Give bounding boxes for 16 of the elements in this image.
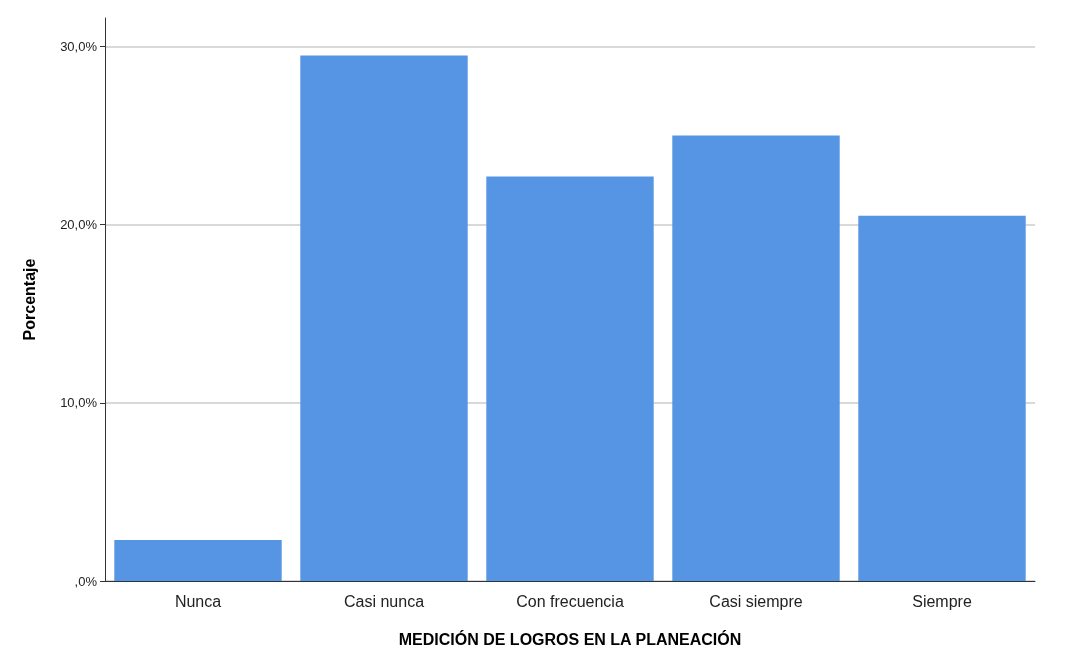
- bar: [672, 135, 840, 581]
- y-tick-label: 30,0%: [60, 39, 98, 55]
- x-tick-label: Nunca: [174, 592, 222, 610]
- bar: [858, 215, 1026, 581]
- bar: [486, 176, 654, 581]
- y-tick-label: ,0%: [74, 573, 98, 589]
- x-axis-title: MEDICIÓN DE LOGROS EN LA PLANEACIÓN: [398, 629, 742, 648]
- x-tick-label: Con frecuencia: [516, 592, 624, 610]
- x-tick-label: Casi siempre: [709, 592, 803, 610]
- y-tick-label: 10,0%: [60, 395, 98, 411]
- y-axis-title: Porcentaje: [20, 258, 38, 341]
- bar: [114, 540, 282, 581]
- bar: [300, 55, 468, 581]
- x-tick-label: Casi nunca: [343, 592, 425, 610]
- x-tick-label: Siempre: [912, 592, 972, 610]
- y-tick-label: 20,0%: [60, 217, 98, 233]
